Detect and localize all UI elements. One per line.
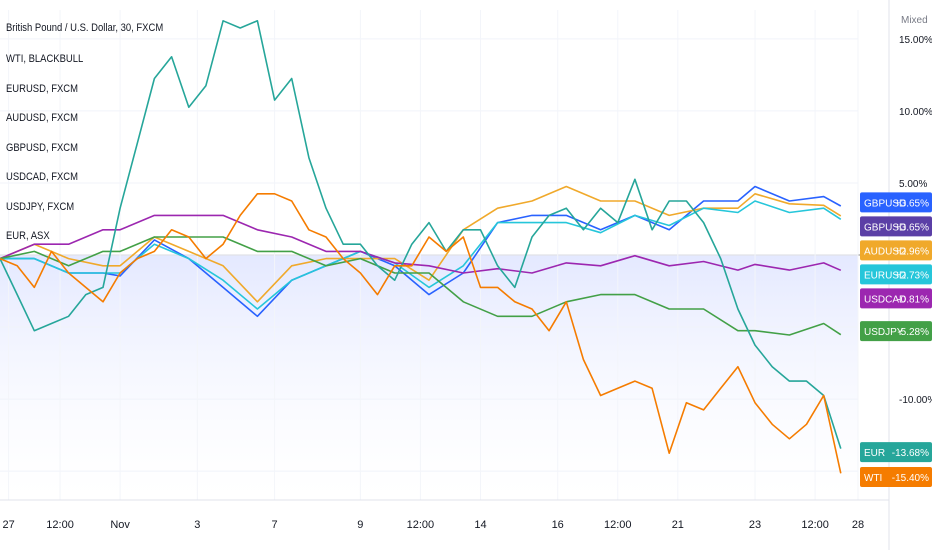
x-tick-label: 12:00 <box>407 519 435 531</box>
badge-eur: EUR -13.68% <box>860 442 932 463</box>
y-tick-label: 5.00% <box>899 179 927 190</box>
badge-series-name: EUR <box>864 448 885 459</box>
badge-value: +3.65% <box>895 198 929 209</box>
x-tick-label: 3 <box>194 519 200 531</box>
legend: WTI, BLACKBULL EURUSD, FXCM AUDUSD, FXCM… <box>6 52 96 259</box>
badge-series-name: WTI <box>864 473 882 484</box>
y-tick-label: 10.00% <box>899 107 932 118</box>
badge-value: +2.96% <box>895 246 929 257</box>
x-tick-label: 23 <box>749 519 761 531</box>
chart-title: British Pound / U.S. Dollar, 30, FXCM <box>6 22 164 34</box>
x-tick-label: 12:00 <box>801 519 829 531</box>
badge-gbpusd: GBPUSD+3.65% <box>860 192 932 213</box>
legend-item[interactable]: USDCAD, FXCM <box>6 171 79 183</box>
scale-mode-label: Mixed <box>901 15 928 26</box>
series-line-wti <box>0 193 842 474</box>
baseline-area <box>0 255 858 500</box>
badge-usdjpy: USDJPY-5.28% <box>860 321 932 342</box>
x-tick-label: 28 <box>852 519 864 531</box>
x-tick-label: 9 <box>357 519 363 531</box>
badge-series-name: GBPUSD <box>864 222 906 233</box>
legend-item[interactable]: WTI, BLACKBULL <box>6 53 84 65</box>
legend-item[interactable]: EURUSD, FXCM <box>6 82 79 95</box>
badge-series-name: GBPUSD <box>864 198 906 209</box>
series-lines <box>0 20 842 474</box>
series-line-usdjpy <box>0 236 842 336</box>
legend-item[interactable]: EUR, ASX <box>6 230 50 242</box>
series-line-eur <box>0 20 842 449</box>
legend-item[interactable]: USDJPY, FXCM <box>6 200 75 213</box>
badge-value: -5.28% <box>897 327 929 338</box>
badge-series-name: AUDUSD <box>864 246 906 257</box>
series-line-audusd <box>0 185 842 303</box>
badge-series-name: USDCAD <box>864 294 906 305</box>
badge-gbpusd: GBPUSD+3.65% <box>860 216 932 237</box>
badge-value: -13.68% <box>892 448 929 459</box>
legend-item[interactable]: GBPUSD, FXCM <box>6 141 79 154</box>
badge-value: +3.65% <box>895 222 929 233</box>
y-tick-label: 15.00% <box>899 35 932 46</box>
x-tick-label: 12:00 <box>604 519 632 531</box>
badge-usdcad: USDCAD-0.81% <box>860 288 932 309</box>
x-tick-label: 12:00 <box>46 519 74 531</box>
x-tick-label: Nov <box>110 519 130 531</box>
x-tick-label: 14 <box>474 519 486 531</box>
last-value-badges: GBPUSD+3.65%GBPUSD+3.65%AUDUSD+2.96%EURU… <box>860 192 932 487</box>
x-tick-label: 21 <box>672 519 684 531</box>
badge-eurusd: EURUSD+2.73% <box>860 264 932 285</box>
badge-value: -0.81% <box>897 294 929 305</box>
badge-series-name: EURUSD <box>864 270 906 281</box>
badge-value: +2.73% <box>895 270 929 281</box>
x-tick-label: 16 <box>552 519 564 531</box>
legend-item[interactable]: AUDUSD, FXCM <box>6 112 79 124</box>
x-axis: 27 12:00 Nov 3 7 9 12:00 14 16 12:00 21 23 12:00 28 <box>0 499 889 531</box>
badge-wti: WTI -15.40% <box>860 466 932 487</box>
x-tick-label: 7 <box>271 519 277 531</box>
x-tick-label: 27 <box>2 519 14 531</box>
badge-audusd: AUDUSD+2.96% <box>860 240 932 261</box>
y-tick-label: -10.00% <box>899 395 932 406</box>
badge-value: -15.40% <box>892 473 929 484</box>
badge-series-name: USDJPY <box>864 327 904 338</box>
series-line-usdcad <box>0 214 842 274</box>
